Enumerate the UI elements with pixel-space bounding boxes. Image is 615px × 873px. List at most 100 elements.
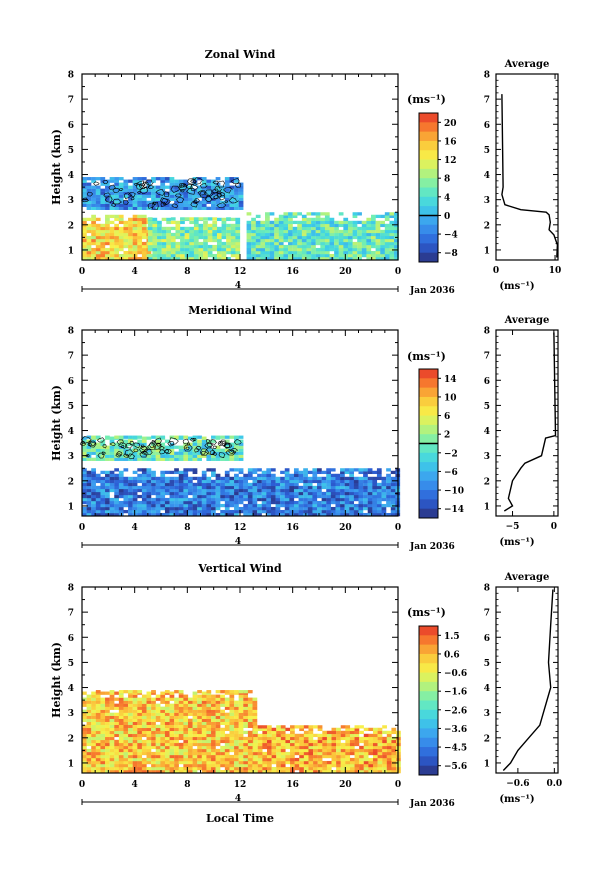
heat-cell	[82, 250, 87, 255]
heat-cell	[338, 223, 344, 228]
heat-cell	[114, 226, 119, 231]
colorbar-segment	[419, 663, 438, 674]
colorbar-segment	[419, 480, 438, 491]
heat-cell	[322, 766, 328, 771]
heat-cell	[376, 473, 382, 478]
heat-cell	[86, 497, 92, 502]
heat-cell	[118, 730, 124, 735]
heat-cell	[206, 715, 212, 719]
heat-cell	[206, 454, 212, 458]
contour-line	[187, 178, 197, 185]
heat-cell	[160, 730, 166, 735]
heat-cell	[338, 256, 344, 261]
heat-cell	[192, 457, 198, 461]
heat-cell	[132, 500, 138, 505]
heat-cell	[238, 703, 244, 707]
heat-cell	[118, 232, 124, 237]
heat-cell	[234, 766, 239, 771]
heat-cell	[82, 730, 87, 735]
heat-cell	[220, 739, 225, 744]
heat-cell	[114, 727, 119, 732]
heat-cell	[161, 244, 167, 249]
heat-cell	[261, 482, 267, 487]
heat-cell	[183, 470, 189, 475]
heat-cell	[118, 745, 124, 750]
heat-cell	[183, 491, 189, 496]
heat-cell	[151, 706, 156, 710]
heat-cell	[261, 509, 267, 514]
heat-cell	[114, 182, 119, 186]
heat-cell	[86, 177, 92, 181]
heat-cell	[297, 253, 303, 258]
heat-cell	[100, 232, 106, 237]
heat-cell	[257, 497, 262, 502]
heat-cell	[303, 509, 308, 514]
heat-cell	[155, 718, 161, 722]
heat-cell	[306, 247, 312, 252]
heat-cell	[324, 220, 330, 225]
heat-cell	[152, 235, 158, 240]
heat-cell	[234, 203, 239, 207]
heat-cell	[215, 694, 221, 698]
heat-cell	[141, 217, 147, 222]
heat-cell	[349, 468, 355, 472]
heat-cell	[161, 229, 167, 234]
heat-cell	[137, 748, 143, 753]
heat-cell	[147, 238, 153, 243]
heat-cell	[100, 700, 106, 704]
heat-cell	[371, 235, 376, 240]
heat-cell	[394, 256, 399, 261]
heat-cell	[187, 703, 193, 707]
heat-cell	[265, 226, 270, 231]
heat-cell	[86, 694, 92, 698]
heat-cell	[91, 724, 96, 729]
heat-cell	[221, 217, 227, 222]
heat-cell	[114, 500, 119, 505]
heat-cell	[266, 733, 272, 738]
heat-cell	[128, 238, 133, 243]
heat-cell	[331, 745, 337, 750]
heat-cell	[229, 442, 235, 446]
heat-cell	[128, 757, 133, 762]
heat-cell	[352, 220, 358, 225]
heat-cell	[91, 512, 96, 517]
heat-cell	[262, 751, 268, 756]
heat-cell	[382, 751, 387, 756]
heat-cell	[128, 229, 133, 234]
heat-cell	[183, 203, 189, 207]
heat-cell	[206, 727, 212, 732]
heat-cell	[312, 476, 318, 481]
heat-cell	[146, 751, 152, 756]
heat-cell	[187, 506, 193, 511]
profile-y-tick-label: 8	[484, 327, 490, 337]
heat-cell	[174, 703, 179, 707]
heat-cell	[128, 506, 133, 511]
heat-cell	[234, 476, 239, 481]
heat-cell	[201, 697, 207, 701]
heat-cell	[193, 250, 199, 255]
heat-cell	[137, 697, 143, 701]
heat-cell	[160, 760, 166, 765]
heat-cell	[270, 500, 276, 505]
heat-cell	[95, 500, 101, 505]
heat-cell	[95, 206, 101, 210]
heat-cell	[326, 760, 332, 765]
heat-cell	[123, 448, 129, 452]
colorbar-segment	[419, 224, 438, 235]
heat-cell	[137, 721, 143, 725]
heat-cell	[114, 435, 119, 439]
contour-line	[216, 202, 227, 209]
heat-cell	[82, 703, 87, 707]
heat-cell	[197, 497, 202, 502]
heat-cell	[312, 506, 318, 511]
heat-cell	[243, 724, 249, 729]
heat-cell	[146, 188, 152, 192]
profile-y-tick-label: 7	[484, 609, 490, 619]
heat-cell	[294, 736, 300, 741]
heat-cell	[137, 727, 143, 732]
heat-cell	[234, 739, 239, 744]
heat-cell	[183, 194, 189, 198]
heat-cell	[215, 435, 221, 439]
colorbar-segment	[419, 765, 438, 776]
